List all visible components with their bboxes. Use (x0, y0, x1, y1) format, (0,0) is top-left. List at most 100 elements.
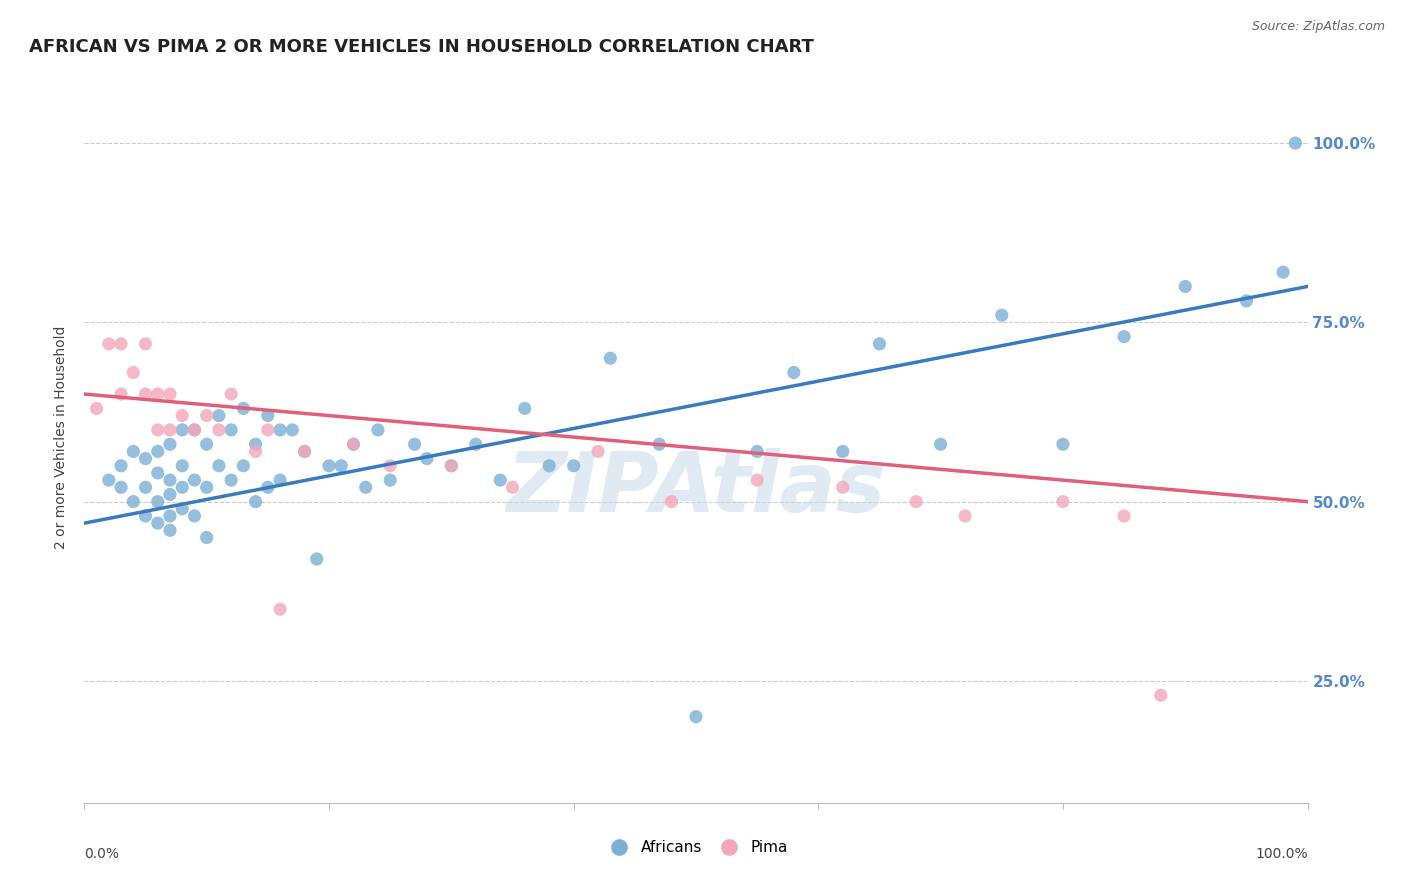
Text: ZIPAtlas: ZIPAtlas (506, 448, 886, 529)
Point (513, 401, 536, 416)
Point (831, 480, 853, 494)
Point (219, 473, 242, 487)
Point (599, 351, 621, 366)
Point (354, 480, 377, 494)
Point (172, 409, 194, 423)
Text: AFRICAN VS PIMA 2 OR MORE VEHICLES IN HOUSEHOLD CORRELATION CHART: AFRICAN VS PIMA 2 OR MORE VEHICLES IN HO… (30, 38, 814, 56)
Point (122, 494, 145, 508)
Point (208, 409, 231, 423)
Point (172, 501, 194, 516)
Point (257, 423, 280, 437)
Point (831, 444, 853, 458)
Point (318, 458, 340, 473)
Point (135, 480, 157, 494)
Point (747, 444, 769, 458)
Point (1114, 329, 1136, 343)
Point (269, 423, 291, 437)
Point (783, 366, 806, 380)
Point (685, 710, 707, 724)
Point (122, 444, 145, 458)
Point (1174, 279, 1197, 293)
Legend: Africans, Pima: Africans, Pima (598, 834, 794, 861)
Point (195, 531, 218, 545)
Point (172, 423, 194, 437)
Point (294, 444, 316, 458)
Point (146, 466, 169, 480)
Point (110, 336, 132, 351)
Point (342, 437, 364, 451)
Point (146, 423, 169, 437)
Point (135, 387, 157, 401)
Point (172, 458, 194, 473)
Point (257, 409, 280, 423)
Point (991, 308, 1014, 322)
Point (747, 473, 769, 487)
Point (208, 423, 231, 437)
Point (342, 437, 364, 451)
Point (905, 494, 928, 508)
Point (195, 480, 218, 494)
Point (159, 487, 181, 501)
Point (195, 437, 218, 451)
Text: Source: ZipAtlas.com: Source: ZipAtlas.com (1251, 20, 1385, 33)
Point (232, 401, 254, 416)
Point (269, 602, 291, 616)
Point (330, 458, 353, 473)
Point (135, 508, 157, 523)
Point (159, 423, 181, 437)
Point (380, 458, 402, 473)
Point (110, 387, 132, 401)
Point (1114, 508, 1136, 523)
Point (404, 437, 426, 451)
Text: 0.0%: 0.0% (84, 847, 120, 861)
Point (122, 366, 145, 380)
Point (110, 480, 132, 494)
Y-axis label: 2 or more Vehicles in Household: 2 or more Vehicles in Household (55, 326, 69, 549)
Point (489, 473, 512, 487)
Point (1150, 688, 1173, 702)
Point (502, 480, 524, 494)
Point (208, 458, 231, 473)
Point (219, 423, 242, 437)
Point (110, 458, 132, 473)
Point (195, 409, 218, 423)
Point (146, 494, 169, 508)
Point (86, 401, 108, 416)
Point (269, 473, 291, 487)
Point (159, 508, 181, 523)
Point (416, 451, 439, 466)
Point (661, 494, 683, 508)
Point (245, 437, 267, 451)
Point (380, 473, 402, 487)
Point (219, 387, 242, 401)
Point (135, 451, 157, 466)
Point (146, 387, 169, 401)
Point (367, 423, 389, 437)
Point (159, 387, 181, 401)
Point (440, 458, 463, 473)
Point (183, 423, 205, 437)
Point (869, 336, 891, 351)
Point (97, 473, 120, 487)
Point (562, 458, 585, 473)
Point (159, 437, 181, 451)
Point (183, 473, 205, 487)
Point (953, 508, 976, 523)
Point (1052, 494, 1074, 508)
Point (1284, 136, 1306, 150)
Point (257, 480, 280, 494)
Point (97, 336, 120, 351)
Point (1236, 293, 1258, 308)
Point (159, 524, 181, 538)
Point (183, 508, 205, 523)
Point (135, 336, 157, 351)
Point (464, 437, 486, 451)
Point (159, 473, 181, 487)
Point (1272, 265, 1295, 279)
Point (305, 552, 328, 566)
Point (146, 516, 169, 530)
Point (172, 480, 194, 494)
Text: 100.0%: 100.0% (1256, 847, 1308, 861)
Point (1052, 437, 1074, 451)
Point (586, 444, 609, 458)
